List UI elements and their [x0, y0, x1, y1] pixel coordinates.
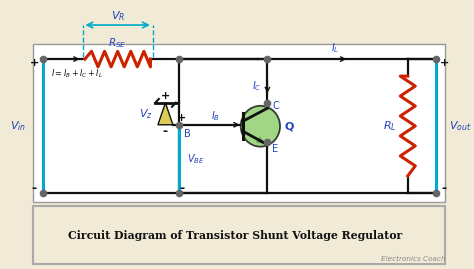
- Text: Electronics Coach: Electronics Coach: [381, 256, 445, 261]
- Text: $I = I_B + I_C + I_L$: $I = I_B + I_C + I_L$: [51, 68, 103, 80]
- Circle shape: [241, 106, 280, 147]
- Text: $I_C$: $I_C$: [252, 79, 262, 93]
- Text: -: -: [179, 182, 184, 194]
- Text: E: E: [272, 144, 278, 154]
- Text: $R_L$: $R_L$: [383, 119, 397, 133]
- Text: $V_{in}$: $V_{in}$: [10, 119, 27, 133]
- Text: $R_{SE}$: $R_{SE}$: [109, 37, 127, 50]
- Text: $V_{BE}$: $V_{BE}$: [187, 152, 205, 166]
- FancyBboxPatch shape: [34, 44, 445, 202]
- Text: -: -: [32, 182, 37, 194]
- Text: -: -: [163, 125, 168, 138]
- Text: +: +: [161, 91, 170, 101]
- Text: C: C: [272, 101, 279, 111]
- Text: B: B: [184, 129, 191, 139]
- Text: $V_z$: $V_z$: [139, 107, 153, 121]
- Text: +: +: [440, 58, 449, 68]
- Text: $V_{out}$: $V_{out}$: [449, 119, 472, 133]
- Text: Circuit Diagram of Transistor Shunt Voltage Regulator: Circuit Diagram of Transistor Shunt Volt…: [67, 230, 402, 241]
- Text: -: -: [442, 182, 447, 194]
- Text: Q: Q: [285, 121, 294, 131]
- Text: +: +: [177, 114, 186, 123]
- Text: $V_R$: $V_R$: [110, 9, 125, 23]
- Polygon shape: [158, 103, 173, 125]
- FancyBboxPatch shape: [34, 206, 445, 264]
- Text: +: +: [30, 58, 39, 68]
- Text: $I_L$: $I_L$: [331, 41, 339, 55]
- Text: $I_B$: $I_B$: [210, 109, 220, 123]
